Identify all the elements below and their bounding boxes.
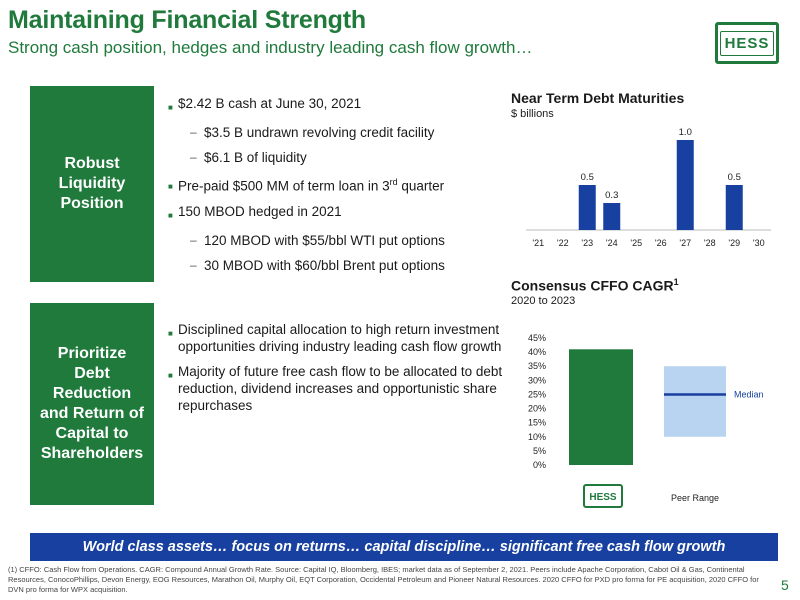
bullet-text: $2.42 B cash at June 30, 2021: [178, 96, 362, 111]
sub-bullet-item: –120 MBOD with $55/bbl WTI put options: [168, 232, 498, 249]
debt-chart-subtitle: $ billions: [511, 108, 554, 120]
hess-cagr-bar: [569, 349, 633, 465]
cffo-chart-title: Consensus CFFO CAGR1: [511, 277, 679, 294]
square-bullet-icon: ■: [168, 371, 173, 380]
dash-bullet-icon: –: [190, 258, 197, 272]
bullet-item: ■ $2.42 B cash at June 30, 2021: [168, 95, 498, 116]
page-title: Maintaining Financial Strength: [8, 6, 366, 34]
debt-tick-label: '24: [606, 238, 618, 248]
section-label-liquidity: Robust Liquidity Position: [30, 86, 154, 282]
cffo-cagr-chart: 0% 5% 10% 15% 20% 25% 30% 35% 40% 45% Median HESS Pe…: [528, 333, 764, 508]
sub-bullet-item: – $3.5 B undrawn revolving credit facilit…: [168, 124, 498, 141]
dash-bullet-icon: –: [190, 125, 197, 139]
debt-chart-title: Near Term Debt Maturities: [511, 90, 685, 106]
cffo-chart-title-sup: 1: [673, 277, 679, 287]
debt-data-label: 1.0: [679, 127, 692, 138]
hess-category-label: HESS: [589, 492, 617, 503]
debt-tick-label: '26: [655, 238, 667, 248]
debt-tick-label: '22: [557, 238, 569, 248]
dash-bullet-icon: –: [190, 233, 197, 247]
dash-bullet-icon: –: [190, 150, 197, 164]
hess-logo-text: HESS: [719, 30, 775, 56]
bullet-text: $6.1 B of liquidity: [204, 150, 307, 165]
bullet-text-main: Pre-paid $500 MM of term loan in 3: [178, 178, 390, 194]
square-bullet-icon: ■: [168, 329, 173, 338]
debt-bar: [603, 203, 621, 230]
cffo-tick-label: 15%: [528, 418, 546, 428]
debt-tick-label: '29: [728, 238, 740, 248]
bullet-text: Majority of future free cash flow to be …: [178, 364, 503, 413]
bullet-text: Disciplined capital allocation to high r…: [178, 322, 502, 354]
debt-tick-label: '30: [753, 238, 765, 248]
debt-tick-label: '23: [581, 238, 593, 248]
bottom-banner: World class assets… focus on returns… ca…: [30, 533, 778, 561]
debt-tick-label: '28: [704, 238, 716, 248]
bullet-text-after: quarter: [397, 178, 445, 194]
debt-tick-label: '21: [532, 238, 544, 248]
peer-range-label: Peer Range: [671, 493, 719, 503]
section-label-liquidity-text: Robust Liquidity Position: [58, 155, 126, 212]
cffo-tick-label: 40%: [528, 347, 546, 357]
cffo-chart-subtitle: 2020 to 2023: [511, 295, 576, 307]
bullet-text: 30 MBOD with $60/bbl Brent put options: [204, 258, 445, 273]
debt-data-label: 0.5: [728, 172, 741, 183]
debt-tick-label: '25: [630, 238, 642, 248]
cffo-tick-label: 35%: [528, 361, 546, 371]
bullet-item: ■ 150 MBOD hedged in 2021: [168, 203, 498, 224]
bullet-text: $3.5 B undrawn revolving credit facility: [204, 125, 435, 140]
debt-bar: [725, 185, 743, 230]
square-bullet-icon: ■: [168, 211, 173, 220]
liquidity-bullets: ■ $2.42 B cash at June 30, 2021 – $3.5 B u…: [168, 95, 498, 282]
sub-bullet-item: –30 MBOD with $60/bbl Brent put options: [168, 257, 498, 274]
cffo-chart-title-text: Consensus CFFO CAGR: [511, 277, 674, 294]
sub-bullet-item: – $6.1 B of liquidity: [168, 149, 498, 166]
page-subtitle: Strong cash position, hedges and industr…: [8, 38, 533, 57]
section-label-debt-reduction-text: Prioritize Debt Reduction and Return of …: [40, 345, 144, 462]
debt-tick-label: '27: [679, 238, 691, 248]
cffo-tick-label: 25%: [528, 389, 546, 399]
cffo-tick-label: 5%: [533, 446, 546, 456]
median-label: Median: [734, 389, 764, 399]
cffo-tick-label: 10%: [528, 432, 546, 442]
hess-category-logo: HESS: [583, 484, 623, 508]
hess-logo: HESS: [715, 22, 779, 64]
section-label-debt-reduction: Prioritize Debt Reduction and Return of …: [30, 303, 154, 505]
bullet-item: ■ Majority of future free cash flow to be…: [168, 363, 508, 414]
debt-data-label: 0.3: [605, 190, 618, 201]
bullet-item: ■ Disciplined capital allocation to high …: [168, 321, 508, 355]
bullet-text: 150 MBOD hedged in 2021: [178, 204, 342, 219]
cffo-tick-label: 30%: [528, 375, 546, 385]
debt-bar: [578, 185, 596, 230]
debt-maturities-chart: '21 '22 0.5 '23 0.3 '24 '25 '26 1.0 '27 '28 0.5 '29 '…: [526, 127, 771, 248]
hess-logo-frame: [583, 484, 623, 508]
debt-bar: [676, 140, 694, 230]
peer-range-box: [664, 366, 726, 437]
debt-data-label: 0.5: [581, 172, 594, 183]
bullet-text-sup: rd: [389, 177, 398, 187]
cffo-tick-label: 45%: [528, 333, 546, 343]
square-bullet-icon: ■: [168, 103, 173, 112]
bullet-item: ■ Pre-paid $500 MM of term loan in 3rd qu…: [168, 174, 498, 195]
footnote: (1) CFFO: Cash Flow from Operations. CAG…: [8, 565, 759, 594]
bullet-text: 120 MBOD with $55/bbl WTI put options: [204, 233, 445, 248]
cffo-tick-label: 0%: [533, 460, 546, 470]
page-number: 5: [781, 577, 789, 593]
bullet-text: Pre-paid $500 MM of term loan in 3rd qua…: [178, 174, 444, 195]
square-bullet-icon: ■: [168, 182, 173, 191]
cffo-tick-label: 20%: [528, 404, 546, 414]
debt-reduction-bullets: ■ Disciplined capital allocation to high …: [168, 321, 508, 422]
